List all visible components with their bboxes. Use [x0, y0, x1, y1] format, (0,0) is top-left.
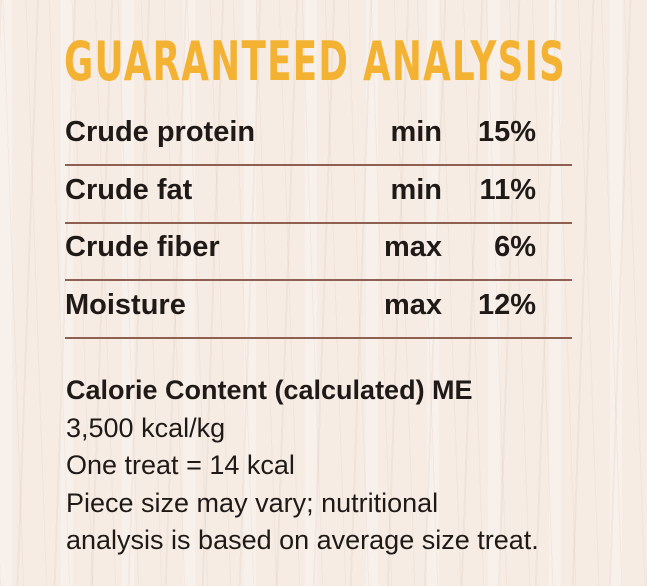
qualifier: min — [390, 116, 442, 148]
amount: 6% — [494, 231, 536, 264]
table-row: Crude fat min 11% — [65, 164, 572, 224]
calorie-line: Piece size may vary; nutritional — [66, 487, 439, 518]
calorie-heading: Calorie Content (calculated) ME — [66, 375, 473, 405]
table-row: Moisture max 12% — [65, 279, 572, 340]
nutrient: Crude fiber — [65, 231, 220, 264]
amount: 12% — [477, 289, 536, 322]
qualifier: max — [383, 289, 442, 322]
amount: 15% — [477, 116, 536, 148]
amount: 11% — [479, 173, 536, 206]
nutrient: Crude protein — [65, 116, 256, 148]
calorie-line: analysis is based on average size treat. — [66, 525, 539, 555]
nutrient: Moisture — [65, 289, 186, 322]
qualifier: max — [383, 231, 442, 264]
title: GUARANTEED ANALYSIS — [64, 30, 567, 93]
table-row: Crude protein min 15% — [65, 106, 572, 166]
table-row: Crude fiber max 6% — [65, 221, 572, 282]
calorie-line: 3,500 kcal/kg — [66, 412, 226, 443]
nutrient: Crude fat — [65, 173, 193, 206]
qualifier: min — [390, 173, 442, 206]
calorie-section: Calorie Content (calculated) ME 3,500 kc… — [66, 372, 539, 560]
calorie-line: One treat = 14 kcal — [66, 450, 295, 480]
